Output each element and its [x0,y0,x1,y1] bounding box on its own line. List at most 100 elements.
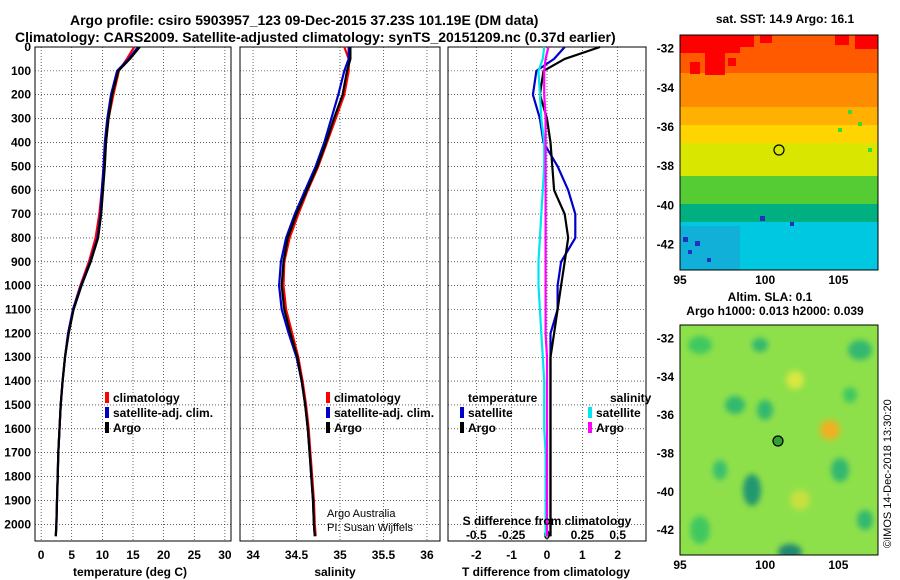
sal-legend-clim: climatology [334,391,401,405]
legend-sal-title: salinity [610,391,652,405]
sst-map-frame [679,34,879,271]
map-ytick: -34 [657,370,675,384]
depth-tick-label: 700 [11,207,31,221]
sst-ytick-labels: -32 -34 -36 -38 -40 -42 [657,42,675,252]
temp-legend: climatology satellite-adj. clim. Argo [105,391,213,435]
legend-swatch-climatology [326,392,330,403]
map-ytick: -32 [657,331,675,345]
sla-map-frame [679,324,879,556]
temp-tick: 20 [157,548,171,562]
series-salinity-satellite [537,46,547,537]
s-diff-tick: -0.25 [498,528,526,542]
diff-xtick-labels: -2 -1 0 1 2 [471,548,621,562]
credit-line1: Argo Australia [327,508,396,520]
temp-tick: 25 [188,548,202,562]
series-argo [54,46,141,537]
legend-swatch-satellite [105,407,109,418]
depth-tick-label: 1700 [4,446,31,460]
sal-legend-argo: Argo [334,421,362,435]
s-diff-label: S difference from climatology [463,514,632,528]
depth-tick-label: 1200 [4,326,31,340]
depth-tick-label: 1100 [5,303,31,317]
sla-xtick-labels: 95 100 105 [673,558,848,572]
sla-title2: Argo h1000: 0.013 h2000: 0.039 [686,304,864,318]
legend-sal-argo: Argo [596,421,624,435]
temp-legend-argo: Argo [113,421,141,435]
map-xtick: 100 [755,273,775,287]
diff-legend: temperature satellite Argo salinity sate… [460,391,652,435]
sal-tick: 35 [333,548,347,562]
sal-xlabel: salinity [314,565,356,579]
temp-series [54,46,141,537]
legend-swatch-sal-sat [588,407,592,418]
s-diff-tick: -0.5 [466,528,487,542]
depth-tick-label: 1900 [4,493,31,507]
depth-tick-labels: 0 100 200 300 400 500 600 700 800 900 1000 1100 1200… [4,40,31,531]
map-ytick: -36 [657,408,675,422]
map-ytick: -38 [657,446,675,460]
series-salinity-argo [543,46,550,537]
grid-lines [35,46,646,541]
temp-tick: 5 [68,548,75,562]
header-line2: Climatology: CARS2009. Satellite-adjuste… [15,29,616,45]
map-ytick: -42 [657,238,675,252]
depth-tick-label: 800 [11,231,31,245]
argo-location-marker-sla [772,435,784,447]
temp-tick: 30 [218,548,232,562]
map-ytick: -40 [657,198,675,212]
depth-tick-label: 1600 [4,422,31,436]
s-diff-tick: 0.25 [571,528,595,542]
temp-xlabel: temperature (deg C) [73,565,187,579]
map-xtick: 105 [828,273,848,287]
series-argo [280,47,352,537]
legend-swatch-satellite [326,407,330,418]
temp-tick: 0 [38,548,45,562]
depth-tick-label: 200 [11,88,31,102]
depth-tick-label: 1000 [4,279,31,293]
diff-tick: -2 [471,548,482,562]
map-ytick: -34 [657,81,675,95]
depth-tick-label: 1800 [4,470,31,484]
sal-tick: 35.5 [372,548,396,562]
credit-line2: PI: Susan Wijffels [327,522,413,534]
depth-tick-label: 2000 [4,517,31,531]
legend-temp-title: temperature [468,391,538,405]
legend-swatch-argo [326,422,330,433]
diff-tick: -1 [506,548,517,562]
diff-series [531,45,601,537]
legend-swatch-sal-argo [588,422,592,433]
diff-tick: 2 [614,548,621,562]
legend-swatch-temp-sat [460,407,464,418]
legend-temp-argo: Argo [468,421,496,435]
header-line1: Argo profile: csiro 5903957_123 09-Dec-2… [70,12,538,28]
depth-tick-label: 1300 [4,350,31,364]
diff-tick: 1 [579,548,586,562]
sal-tick: 34 [246,548,260,562]
map-ytick: -32 [657,42,675,56]
sal-tick: 36 [420,548,434,562]
s-diff-tick: 0.5 [609,528,626,542]
depth-tick-label: 900 [11,255,31,269]
temp-legend-clim: climatology [113,391,180,405]
sst-map-image [680,35,878,270]
sla-title1: Altim. SLA: 0.1 [728,290,813,304]
legend-swatch-argo [105,422,109,433]
temp-xtick-labels: 0 5 10 15 20 25 30 [38,548,232,562]
sal-series [278,46,352,537]
sal-legend-sat: satellite-adj. clim. [334,406,434,420]
map-xtick: 105 [828,558,848,572]
sla-ytick-labels: -32 -34 -36 -38 -40 -42 [657,331,675,537]
depth-tick-label: 1500 [4,398,31,412]
map-ytick: -40 [657,485,675,499]
depth-tick-label: 100 [11,64,31,78]
map-ytick: -36 [657,120,675,134]
temp-tick: 10 [96,548,110,562]
map-xtick: 100 [755,558,775,572]
depth-tick-label: 500 [11,159,31,173]
temp-legend-sat: satellite-adj. clim. [113,406,213,420]
map-xtick: 95 [673,273,687,287]
sal-xtick-labels: 34 34.5 35 35.5 36 [246,548,434,562]
sst-xtick-labels: 95 100 105 [673,273,848,287]
legend-swatch-temp-argo [460,422,464,433]
